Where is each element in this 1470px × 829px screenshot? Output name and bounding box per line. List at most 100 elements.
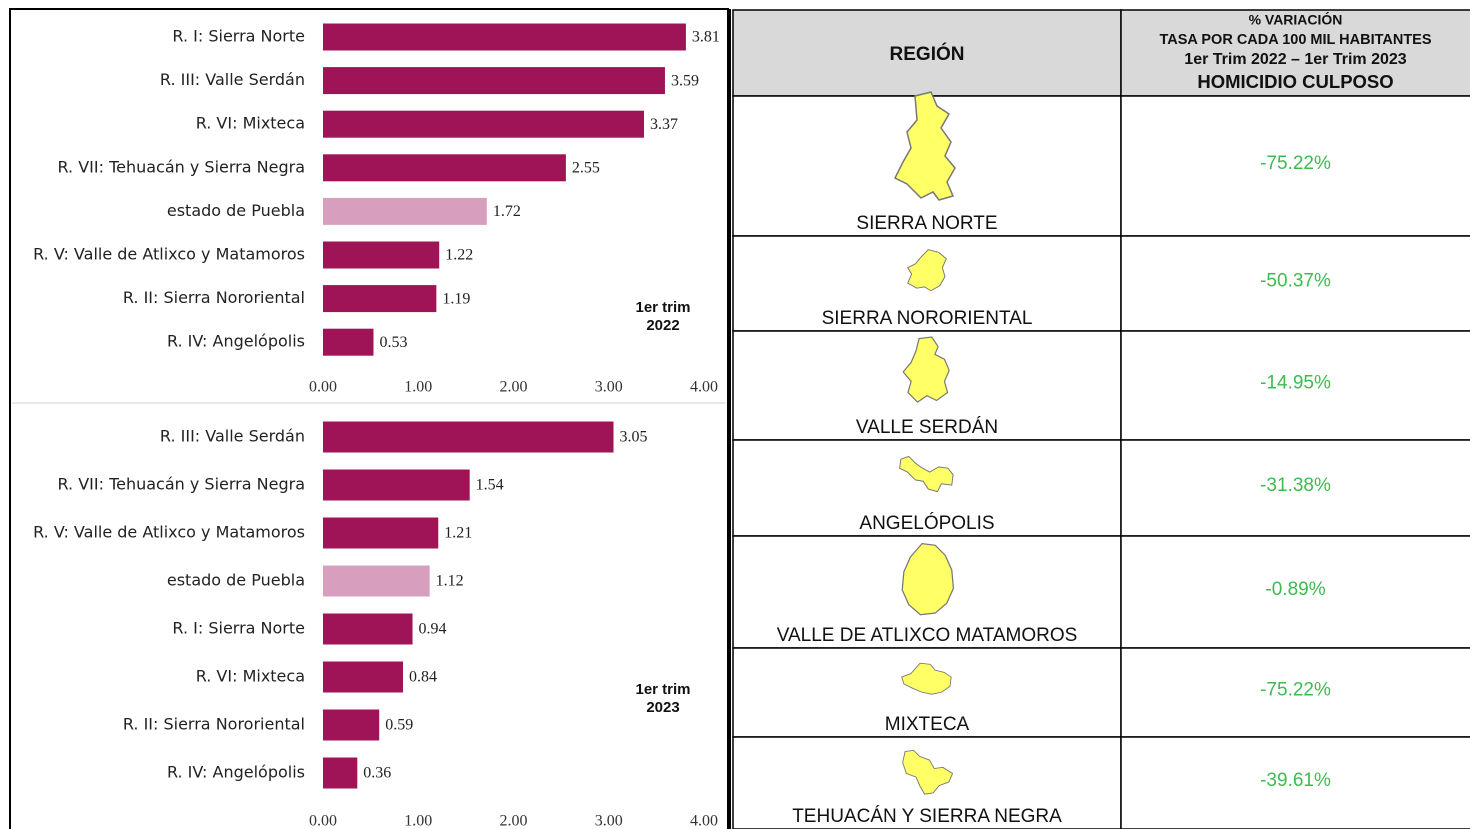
charts: R. I: Sierra Norte 3.81 R. III: Valle Serd…	[33, 23, 720, 829]
x-tick-label: 0.00	[309, 379, 337, 396]
variation-value: -31.38%	[1260, 475, 1331, 496]
annotation: 1er trim	[635, 299, 690, 316]
region-name: SIERRA NORTE	[856, 213, 997, 234]
region-map	[902, 749, 954, 795]
region-name: VALLE DE ATLIXCO MATAMOROS	[777, 625, 1078, 646]
x-tick-label: 4.00	[690, 813, 718, 829]
annotation: 1er trim	[635, 681, 690, 698]
table-cell	[1120, 439, 1470, 537]
header-cell	[732, 9, 1122, 97]
variation-value: -0.89%	[1265, 579, 1325, 600]
annotation: 2022	[646, 317, 679, 334]
value-label: 3.37	[650, 116, 678, 133]
region-name: SIERRA NORORIENTAL	[822, 308, 1033, 329]
region-name: ANGELÓPOLIS	[859, 512, 994, 534]
bar	[323, 613, 413, 645]
region-name: TEHUACÁN Y SIERRA NEGRA	[792, 806, 1062, 827]
value-label: 3.59	[671, 72, 699, 89]
table: REGIÓN % VARIACIÓN TASA POR CADA 100 MIL H…	[732, 9, 1470, 829]
x-tick-label: 2.00	[500, 813, 528, 829]
bar-chart: R. I: Sierra Norte 3.81 R. III: Valle Serd…	[33, 23, 720, 396]
bar	[323, 757, 358, 789]
variation-value: -39.61%	[1260, 770, 1331, 791]
value-label: 1.21	[444, 525, 472, 542]
value-label: 3.05	[620, 429, 648, 446]
bar	[323, 565, 430, 597]
region-map	[893, 91, 956, 201]
header-text: HOMICIDIO CULPOSO	[1197, 71, 1393, 92]
category-label: estado de Puebla	[167, 201, 305, 220]
value-label: 1.22	[445, 247, 473, 264]
value-label: 1.19	[442, 290, 470, 307]
x-tick-label: 3.00	[595, 379, 623, 396]
header-text: 1er Trim 2022 – 1er Trim 2023	[1184, 51, 1406, 68]
value-label: 3.81	[692, 29, 720, 46]
category-label: R. V: Valle de Atlixco y Matamoros	[33, 245, 305, 264]
table-cell	[1120, 95, 1470, 237]
bar	[323, 328, 374, 356]
region-map	[901, 542, 955, 616]
bar	[323, 23, 686, 51]
category-label: R. III: Valle Serdán	[160, 427, 305, 446]
category-label: R. IV: Angelópolis	[167, 332, 305, 351]
bar	[323, 67, 665, 95]
bar	[323, 285, 437, 313]
value-label: 0.94	[419, 621, 447, 638]
header-text: REGIÓN	[890, 43, 965, 65]
bar	[323, 154, 566, 182]
header-text: TASA POR CADA 100 MIL HABITANTES	[1159, 32, 1431, 48]
bar-chart: R. III: Valle Serdán 3.05 R. VII: Tehuacán…	[33, 421, 718, 829]
category-label: R. VI: Mixteca	[196, 667, 305, 686]
header-text: % VARIACIÓN	[1249, 11, 1343, 28]
category-label: estado de Puebla	[167, 571, 305, 590]
region-map	[899, 455, 954, 493]
value-label: 0.53	[379, 334, 407, 351]
x-tick-label: 2.00	[500, 379, 528, 396]
x-tick-label: 1.00	[404, 813, 432, 829]
category-label: R. V: Valle de Atlixco y Matamoros	[33, 523, 305, 542]
bar	[323, 517, 439, 549]
region-map	[901, 662, 952, 695]
bar	[323, 421, 614, 453]
category-label: R. II: Sierra Nororiental	[123, 715, 305, 734]
bar	[323, 469, 470, 501]
variation-value: -14.95%	[1260, 373, 1331, 394]
region-map	[902, 336, 950, 403]
variation-value: -50.37%	[1260, 271, 1331, 292]
x-tick-label: 3.00	[595, 813, 623, 829]
value-label: 2.55	[572, 159, 600, 176]
category-label: R. I: Sierra Norte	[172, 27, 305, 46]
x-tick-label: 0.00	[309, 813, 337, 829]
category-label: R. IV: Angelópolis	[167, 763, 305, 782]
category-label: R. VII: Tehuacán y Sierra Negra	[57, 475, 305, 494]
region-name: MIXTECA	[885, 714, 970, 735]
value-label: 1.72	[493, 203, 521, 220]
category-label: R. VII: Tehuacán y Sierra Negra	[57, 157, 305, 176]
value-label: 0.84	[409, 669, 437, 686]
bar	[323, 110, 644, 138]
region-map	[907, 249, 947, 292]
bar	[323, 661, 404, 693]
bar	[323, 197, 487, 225]
category-label: R. I: Sierra Norte	[172, 619, 305, 638]
bar	[323, 241, 440, 269]
value-label: 1.54	[476, 477, 504, 494]
table-cell	[732, 647, 1122, 738]
value-label: 1.12	[436, 573, 464, 590]
category-label: R. II: Sierra Nororiental	[123, 288, 305, 307]
category-label: R. III: Valle Serdán	[160, 70, 305, 89]
variation-value: -75.22%	[1260, 680, 1331, 701]
value-label: 0.36	[363, 765, 391, 782]
category-label: R. VI: Mixteca	[196, 114, 305, 133]
x-tick-label: 4.00	[690, 379, 718, 396]
bar	[323, 709, 380, 741]
value-label: 0.59	[385, 717, 413, 734]
table-cell	[1120, 736, 1470, 829]
region-name: VALLE SERDÁN	[856, 417, 998, 438]
variation-value: -75.22%	[1260, 153, 1331, 174]
table-cell	[1120, 535, 1470, 649]
annotation: 2023	[646, 699, 679, 716]
table-cell	[732, 439, 1122, 537]
x-tick-label: 1.00	[404, 379, 432, 396]
